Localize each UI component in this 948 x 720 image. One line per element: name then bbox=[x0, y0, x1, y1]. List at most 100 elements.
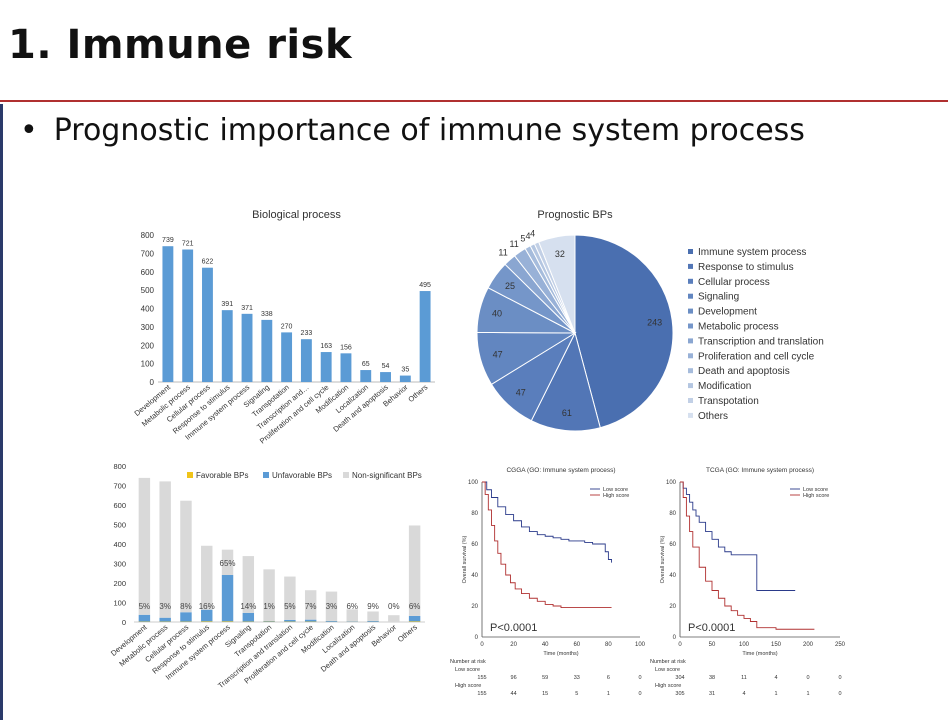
chart1-data-label: 233 bbox=[301, 330, 313, 337]
chart2-value-label: 11 bbox=[498, 247, 507, 257]
chart4-ytick: 60 bbox=[471, 542, 478, 548]
chart4-risk-value: 59 bbox=[542, 675, 548, 681]
chart1-ytick: 600 bbox=[141, 268, 155, 277]
chart2-legend-swatch bbox=[688, 383, 693, 389]
chart3-ytick: 200 bbox=[113, 579, 126, 588]
bullet-text: Prognostic importance of immune system p… bbox=[53, 113, 805, 148]
chart5-xtick: 150 bbox=[771, 642, 782, 648]
chart4-risk-value: 6 bbox=[607, 675, 610, 681]
chart5-ytick: 60 bbox=[669, 542, 676, 548]
chart2-legend-label: Development bbox=[698, 307, 757, 318]
chart5-risk-value: 11 bbox=[741, 675, 747, 681]
chart3-bar-segment bbox=[408, 621, 421, 622]
chart5-risk-value: 0 bbox=[838, 675, 841, 681]
chart4-xtick: 40 bbox=[542, 642, 549, 648]
chart3-bar-segment bbox=[325, 591, 338, 622]
bullet-dot-icon: • bbox=[20, 113, 38, 148]
chart1-bar bbox=[202, 267, 213, 382]
chart3-bar-segment bbox=[221, 549, 234, 576]
chart2-legend-label: Metabolic process bbox=[698, 322, 779, 333]
chart3-legend-swatch bbox=[263, 472, 269, 478]
chart1-data-label: 739 bbox=[162, 237, 174, 244]
chart3-bar-segment bbox=[263, 569, 275, 622]
chart1-bar bbox=[300, 339, 312, 382]
chart4-ylabel: Overall survival (%) bbox=[462, 536, 468, 584]
chart3-bar-segment bbox=[242, 612, 255, 622]
chart4-risk-value: 96 bbox=[511, 675, 517, 681]
chart5-xtick: 100 bbox=[739, 642, 750, 648]
chart2-legend-swatch bbox=[688, 293, 693, 299]
chart1-bar bbox=[419, 291, 431, 382]
chart1-bar bbox=[241, 313, 253, 382]
chart3-bar-segment bbox=[367, 611, 379, 622]
chart4-legend-label: Low score bbox=[603, 487, 628, 493]
chart5-xlabel: Time (months) bbox=[742, 651, 777, 657]
chart3-ytick: 800 bbox=[113, 462, 126, 471]
chart2-legend-label: Transcription and translation bbox=[698, 336, 824, 347]
chart1-data-label: 371 bbox=[241, 305, 253, 312]
chart2-legend-swatch bbox=[688, 398, 693, 403]
chart3-bar-segment bbox=[180, 500, 192, 613]
chart4-km-line bbox=[482, 481, 613, 563]
chart2-legend-swatch bbox=[688, 308, 693, 314]
chart1-bar bbox=[399, 375, 411, 382]
chart3-bar-segment bbox=[221, 575, 234, 622]
chart3-pct-label: 6% bbox=[346, 602, 358, 611]
chart4-xtick: 80 bbox=[605, 642, 612, 648]
chart2-legend-label: Response to stimulus bbox=[698, 262, 794, 273]
chart1-bar bbox=[182, 249, 194, 382]
chart3-legend-label: Favorable BPs bbox=[196, 471, 248, 480]
chart3-pct-label: 65% bbox=[220, 559, 236, 568]
chart5-risk-value: 0 bbox=[838, 691, 841, 697]
chart3-ytick: 300 bbox=[113, 560, 126, 569]
chart3-pct-label: 6% bbox=[409, 602, 421, 611]
chart4-risk-value: 15 bbox=[542, 691, 548, 697]
chart5-risk-value: 38 bbox=[709, 675, 715, 681]
chart1-ytick: 700 bbox=[141, 249, 155, 258]
chart1-ytick: 100 bbox=[141, 360, 155, 369]
chart5-legend-label: Low score bbox=[803, 487, 828, 493]
chart5-ytick: 0 bbox=[673, 635, 677, 641]
chart3-ytick: 500 bbox=[113, 521, 126, 530]
chart5-xtick: 50 bbox=[709, 642, 716, 648]
chart5-risk-header: Number at risk bbox=[650, 659, 686, 665]
chart3-ytick: 600 bbox=[113, 501, 126, 510]
chart4-xtick: 20 bbox=[510, 642, 517, 648]
chart5-km-line bbox=[680, 481, 815, 630]
chart3-bar-segment bbox=[325, 621, 338, 622]
chart2-value-label: 11 bbox=[509, 239, 518, 249]
chart4-title: CGGA (GO: Immune system process) bbox=[506, 467, 615, 474]
chart4-xtick: 100 bbox=[635, 642, 646, 648]
chart5-xtick: 200 bbox=[803, 642, 814, 648]
chart3-bar-segment bbox=[159, 481, 171, 618]
chart3-bar-segment bbox=[408, 615, 421, 622]
chart1-data-label: 270 bbox=[281, 323, 293, 330]
chart1-ytick: 500 bbox=[141, 286, 155, 295]
chart5-risk-value: 4 bbox=[742, 691, 745, 697]
chart4-risk-value: 0 bbox=[638, 675, 641, 681]
chart1-data-label: 391 bbox=[221, 301, 233, 308]
chart1-bar bbox=[320, 352, 332, 382]
slide-left-edge bbox=[0, 104, 3, 720]
chart5-risk-value: 1 bbox=[806, 691, 809, 697]
chart4-ytick: 100 bbox=[468, 480, 479, 486]
chart2-legend-label: Proliferation and cell cycle bbox=[698, 351, 815, 362]
chart1-bar bbox=[340, 353, 352, 382]
chart3-bar-segment bbox=[263, 621, 275, 622]
chart4-risk-value: 33 bbox=[574, 675, 580, 681]
chart5-risk-value: 305 bbox=[675, 691, 684, 697]
chart2-legend-swatch bbox=[688, 353, 693, 359]
chart1-ytick: 0 bbox=[150, 378, 155, 387]
chart5-xtick: 250 bbox=[835, 642, 846, 648]
chart5-xtick: 0 bbox=[678, 642, 682, 648]
chart4-risk-value: 155 bbox=[477, 675, 486, 681]
chart3-ytick: 700 bbox=[113, 482, 126, 491]
chart5-risk-value: 304 bbox=[675, 675, 684, 681]
chart2-legend-swatch bbox=[688, 412, 693, 418]
chart4-risk-label: Low score bbox=[455, 667, 480, 673]
chart3-pct-label: 7% bbox=[305, 602, 317, 611]
chart5-risk-value: 4 bbox=[774, 675, 777, 681]
chart3-bar-segment bbox=[201, 621, 213, 622]
chart5-ytick: 100 bbox=[666, 480, 677, 486]
